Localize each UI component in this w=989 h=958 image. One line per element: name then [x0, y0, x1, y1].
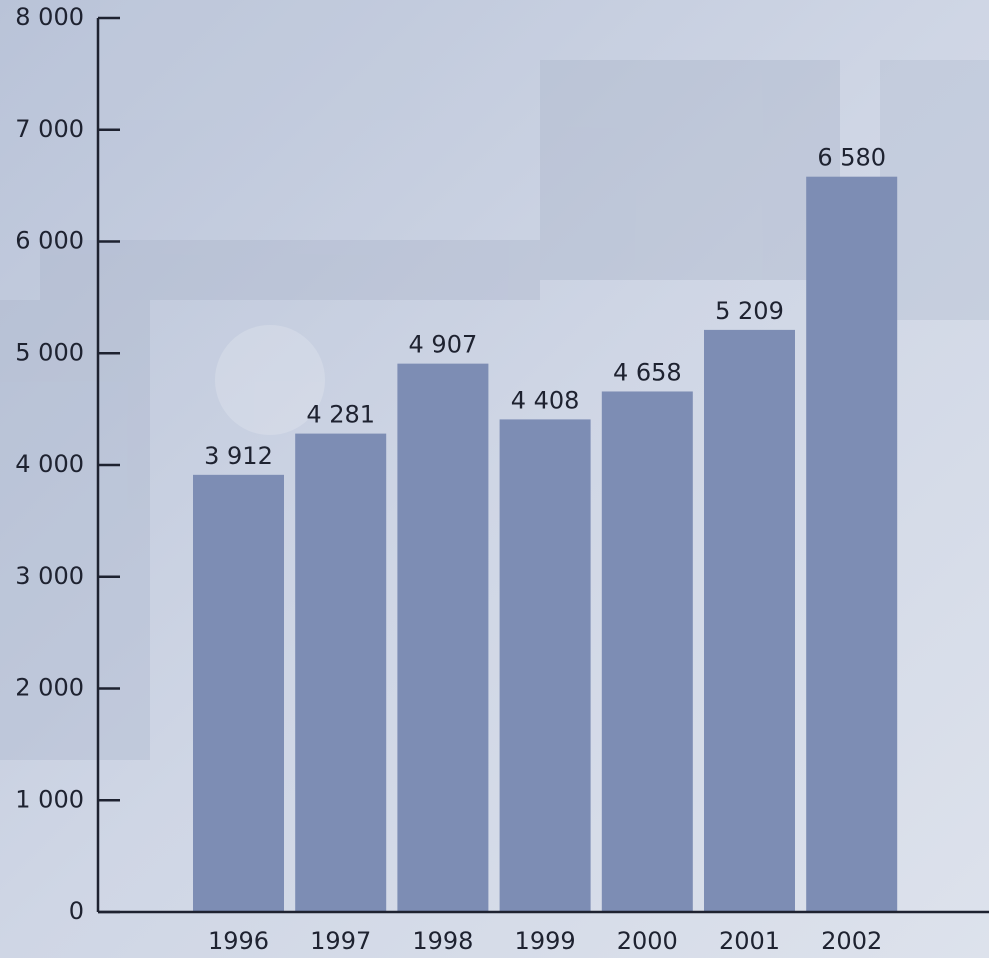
- x-tick-label: 1999: [515, 927, 576, 955]
- y-tick-label: 6 000: [15, 227, 84, 255]
- bar: [193, 474, 284, 912]
- y-tick-label: 7 000: [15, 115, 84, 143]
- y-tick-label: 5 000: [15, 338, 84, 366]
- x-tick-label: 1998: [412, 927, 473, 955]
- value-label: 3 912: [204, 442, 273, 470]
- y-tick-label: 1 000: [15, 785, 84, 813]
- y-tick-label: 0: [69, 897, 84, 925]
- bar: [295, 433, 387, 912]
- value-label: 4 907: [409, 331, 478, 359]
- bar: [499, 419, 591, 912]
- y-tick-label: 2 000: [15, 674, 84, 702]
- x-tick-label: 1996: [208, 927, 269, 955]
- value-label: 4 281: [306, 401, 375, 429]
- y-tick-label: 8 000: [15, 3, 84, 31]
- x-tick-label: 1997: [310, 927, 371, 955]
- value-label: 4 408: [511, 386, 580, 414]
- value-label: 5 209: [715, 297, 784, 325]
- bar: [397, 363, 489, 912]
- x-tick-label: 2000: [617, 927, 678, 955]
- bar: [601, 391, 693, 912]
- value-label: 6 580: [817, 144, 886, 172]
- x-tick-label: 2001: [719, 927, 780, 955]
- background-photo: [0, 0, 989, 760]
- y-tick-label: 4 000: [15, 450, 84, 478]
- bar: [704, 329, 795, 912]
- value-label: 4 658: [613, 358, 682, 386]
- x-tick-label: 2002: [821, 927, 882, 955]
- bar: [806, 176, 898, 912]
- y-tick-label: 3 000: [15, 562, 84, 590]
